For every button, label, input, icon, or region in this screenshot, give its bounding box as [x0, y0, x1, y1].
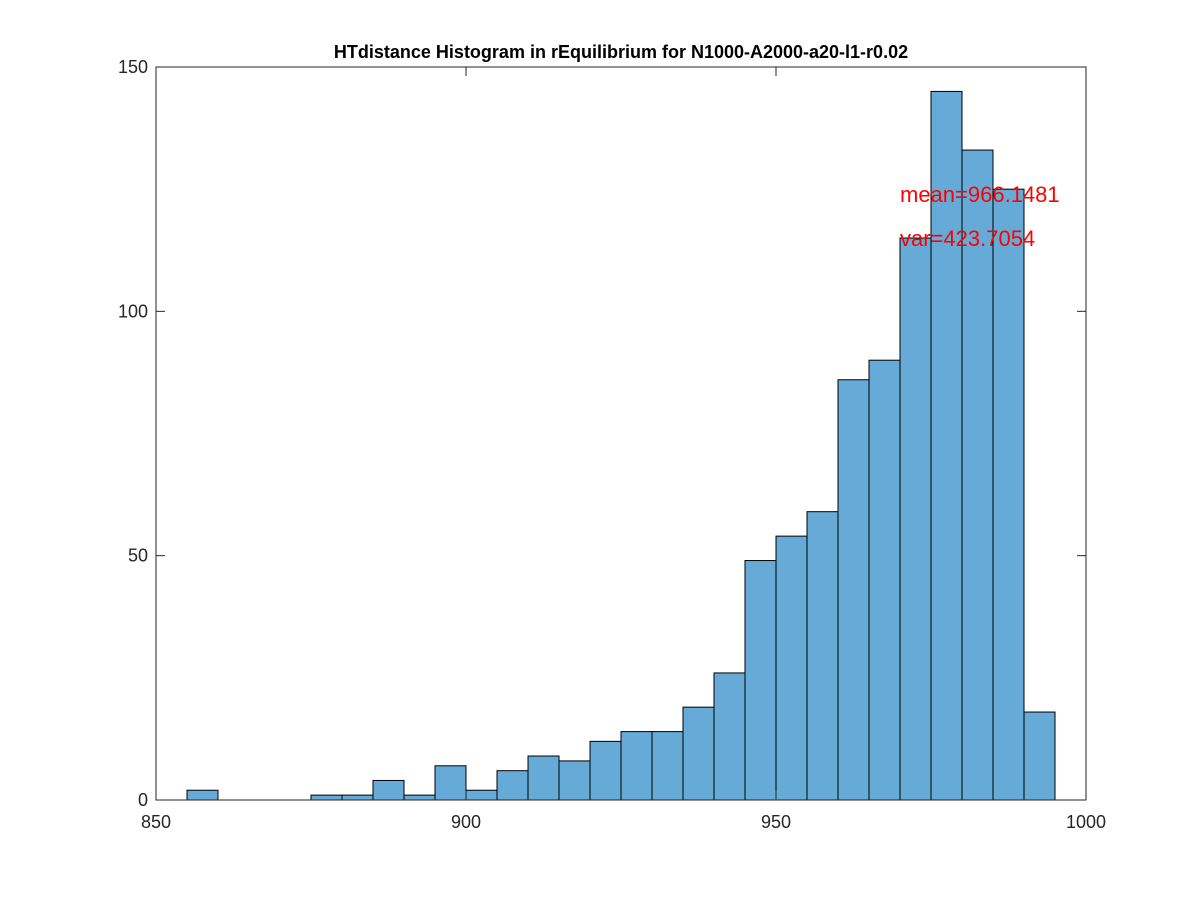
- annotation-0: mean=966.1481: [900, 182, 1060, 207]
- histogram-bar-4: [310, 794, 343, 801]
- x-tick-label-2: 950: [761, 812, 791, 832]
- histogram-bar-12: [558, 760, 591, 801]
- annotation-1: var=423.7054: [900, 226, 1035, 251]
- axes-layer: 850 900 950 1000 0 50 100 150: [118, 57, 1106, 832]
- y-tick-label-2: 100: [118, 301, 148, 321]
- histogram-bar-13: [589, 740, 622, 801]
- histogram-bar-27: [1023, 711, 1056, 801]
- x-tick-label-3: 1000: [1066, 812, 1106, 832]
- histogram-bar-16: [682, 706, 715, 801]
- histogram-bar-11: [527, 755, 560, 801]
- histogram-bar-26: [992, 188, 1025, 801]
- histogram-bar-19: [775, 535, 808, 801]
- y-tick-label-0: 0: [138, 790, 148, 810]
- histogram-bar-10: [496, 770, 529, 801]
- histogram-bar-0: [186, 789, 219, 801]
- histogram-bar-21: [837, 379, 870, 801]
- histogram-bar-15: [651, 731, 684, 801]
- x-tick-label-0: 850: [141, 812, 171, 832]
- histogram-bar-23: [899, 237, 932, 801]
- histogram-bar-5: [341, 794, 374, 801]
- histogram-bar-24: [930, 90, 963, 801]
- chart-title: HTdistance Histogram in rEquilibrium for…: [334, 42, 908, 62]
- histogram-bar-14: [620, 731, 653, 801]
- histogram-bar-6: [372, 779, 405, 801]
- y-tick-label-3: 150: [118, 57, 148, 77]
- annotation-layer: mean=966.1481 var=423.7054: [900, 182, 1060, 251]
- bars-layer: [186, 90, 1056, 801]
- histogram-bar-22: [868, 359, 901, 801]
- histogram-bar-18: [744, 560, 777, 801]
- plot-frame: [155, 66, 1087, 801]
- histogram-bar-9: [465, 789, 498, 801]
- y-tick-label-1: 50: [128, 546, 148, 566]
- histogram-bar-20: [806, 511, 839, 801]
- histogram-bar-7: [403, 794, 436, 801]
- x-tick-label-1: 900: [451, 812, 481, 832]
- histogram-bar-17: [713, 672, 746, 801]
- histogram-bar-8: [434, 765, 467, 801]
